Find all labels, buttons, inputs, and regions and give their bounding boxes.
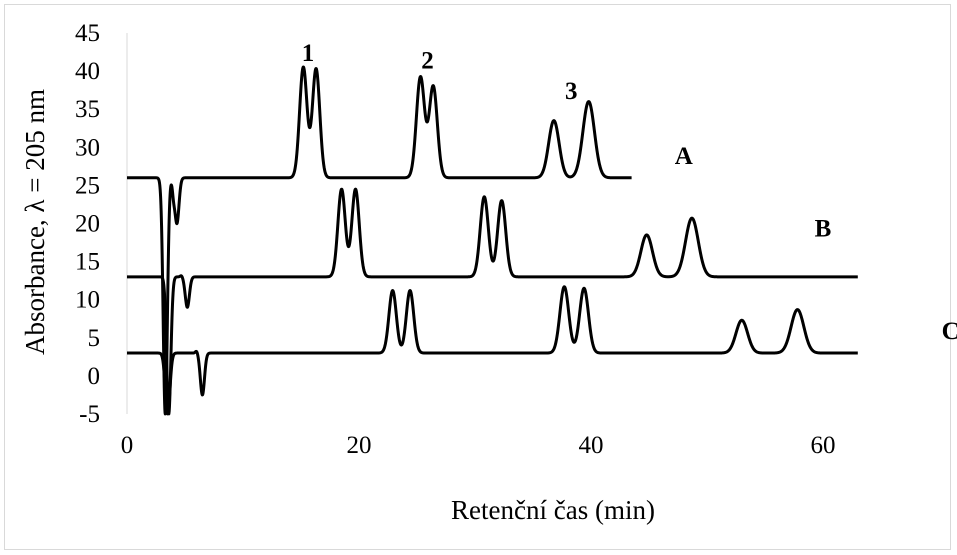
- trace-label: B: [815, 215, 832, 242]
- chromatogram-traces: [125, 65, 860, 416]
- y-tick-label: 20: [75, 211, 100, 238]
- y-tick-label: 25: [75, 172, 100, 199]
- x-tick-label: 40: [579, 432, 604, 459]
- peak-label: 1: [302, 40, 315, 67]
- y-tick-label: 40: [75, 58, 100, 85]
- x-axis-ticks: 0 20 40 60: [121, 432, 836, 459]
- trace-a: [125, 65, 633, 416]
- x-tick-label: 0: [121, 432, 134, 459]
- y-tick-label: 15: [75, 249, 100, 276]
- trace-b: [125, 187, 860, 416]
- y-tick-label: 10: [75, 287, 100, 314]
- trace-label: C: [942, 318, 957, 345]
- y-tick-label: 0: [88, 363, 101, 390]
- trace-label: A: [675, 143, 693, 170]
- peak-label: 2: [421, 48, 434, 75]
- y-tick-label: -5: [79, 401, 100, 428]
- x-tick-label: 20: [347, 432, 372, 459]
- peak-label: 3: [565, 78, 578, 105]
- y-axis-title: Absorbance, λ = 205 nm: [20, 89, 50, 355]
- y-axis-ticks: -5 0 5 10 15 20 25 30 35 40 45: [75, 20, 100, 428]
- trace-c: [125, 285, 860, 416]
- y-tick-label: 35: [75, 96, 100, 123]
- y-tick-label: 30: [75, 134, 100, 161]
- y-tick-label: 45: [75, 20, 100, 47]
- x-axis-title: Retenční čas (min): [451, 495, 655, 525]
- chart-annotations: 1 2 3 A B C: [302, 40, 957, 345]
- y-tick-label: 5: [88, 325, 101, 352]
- x-tick-label: 60: [811, 432, 836, 459]
